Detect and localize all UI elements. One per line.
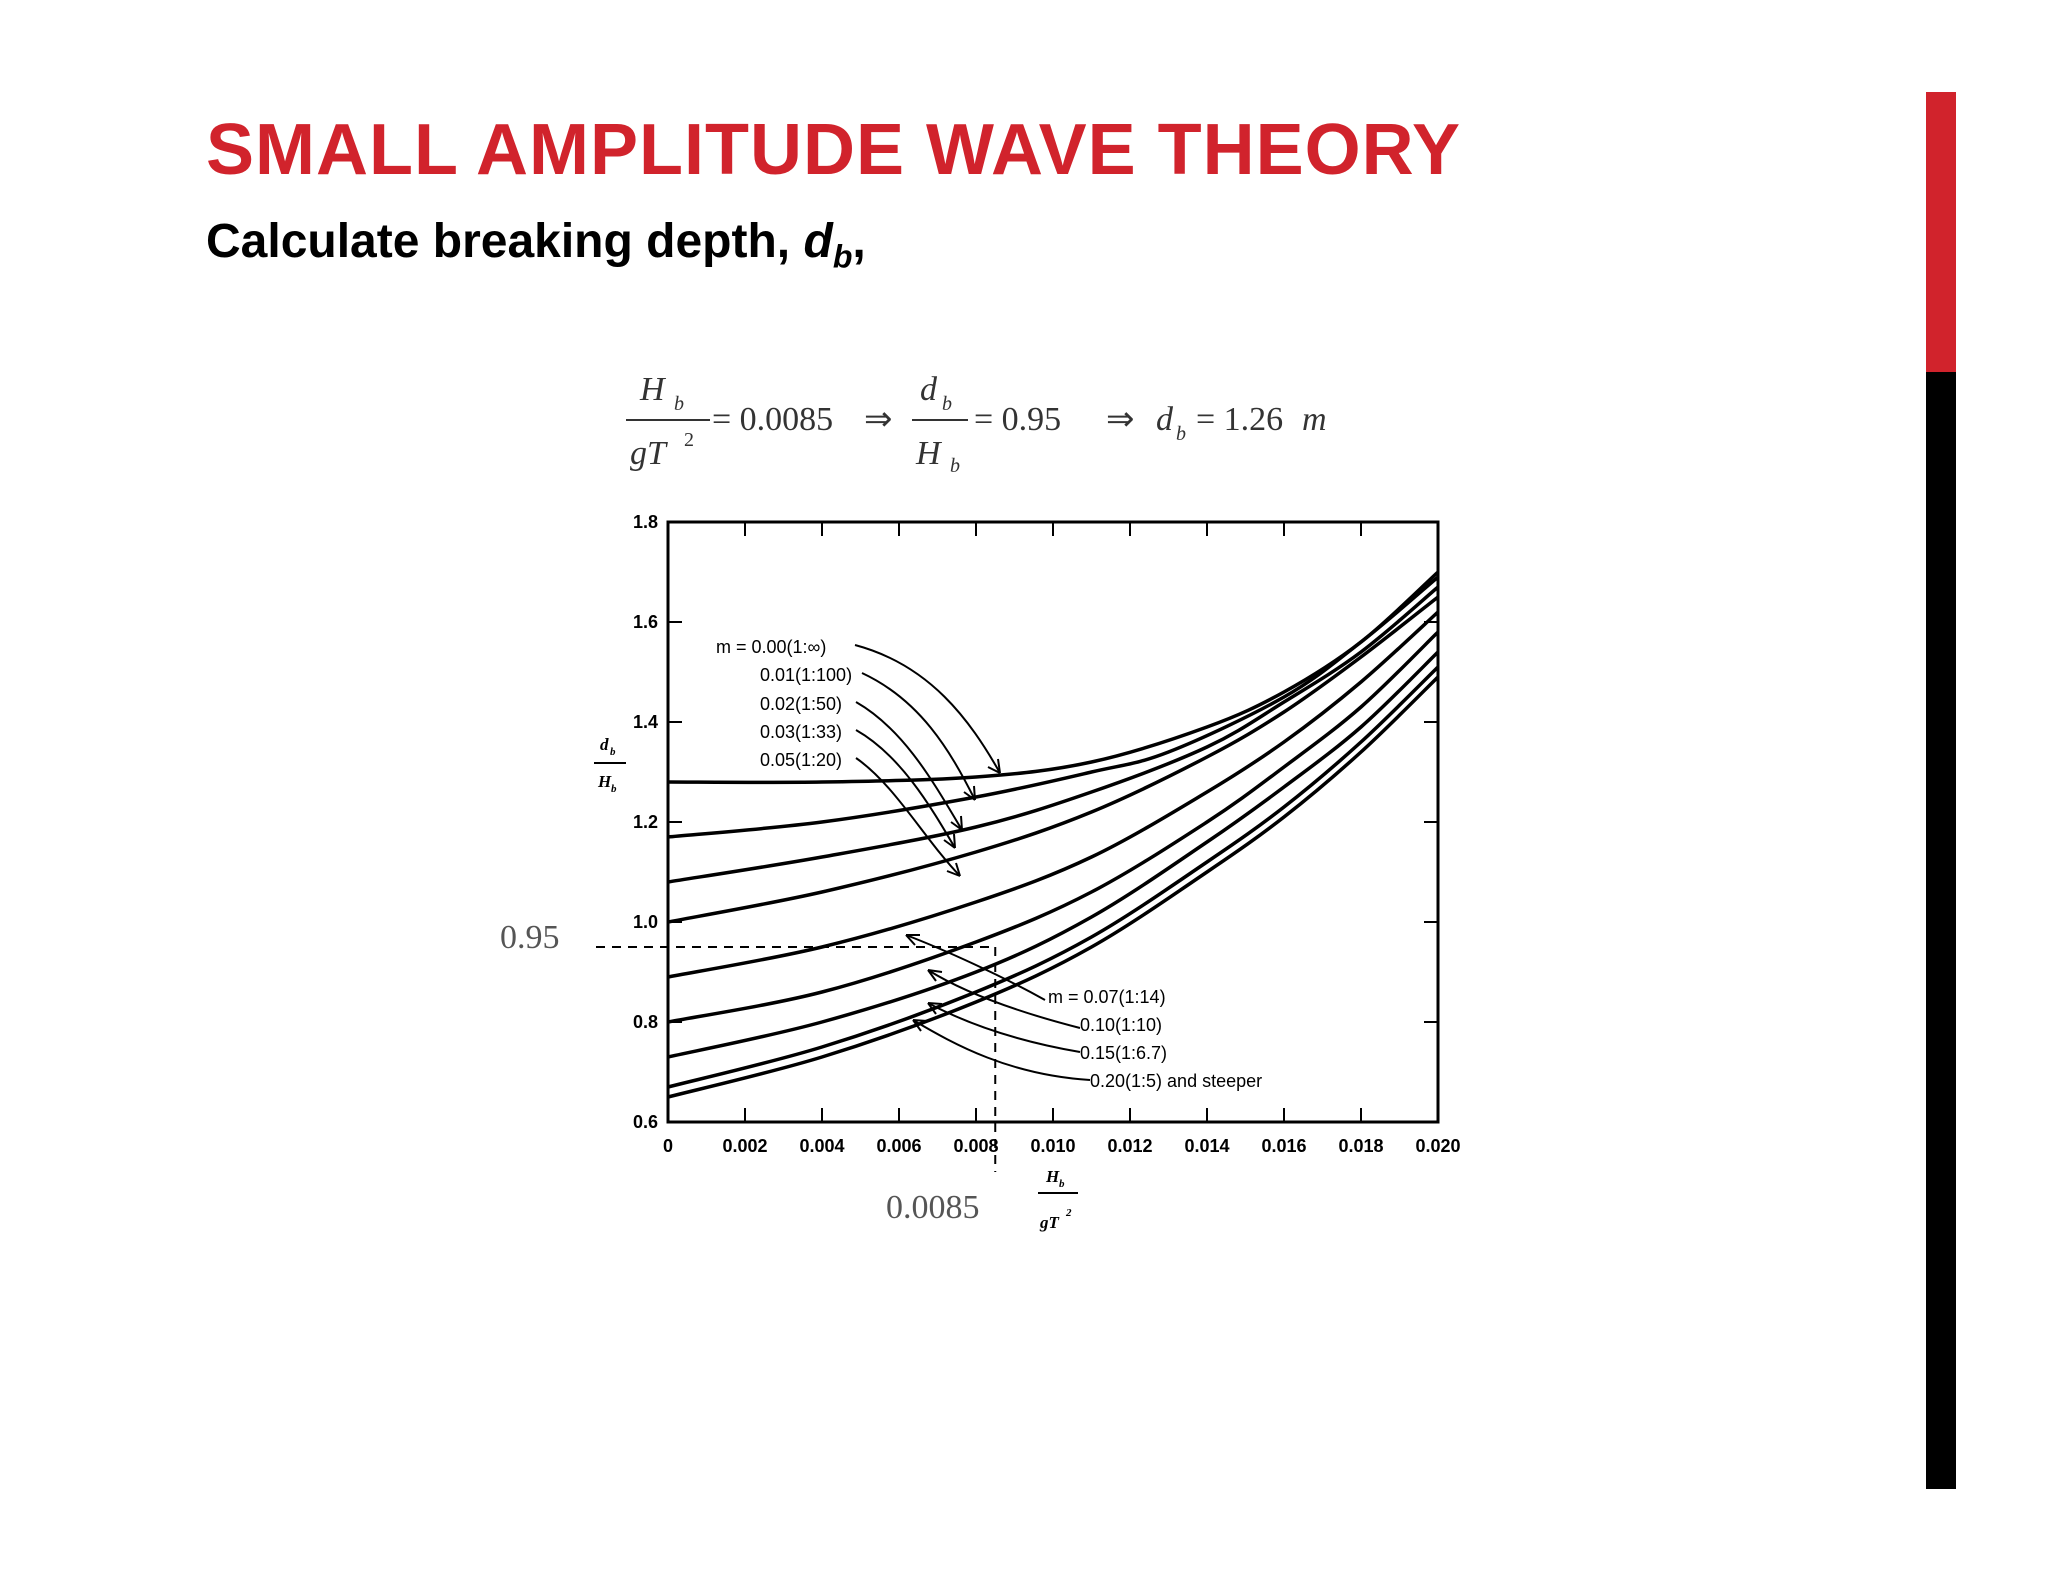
legend-lower-entry: 0.10(1:10) [1080, 1015, 1162, 1035]
eq-frac1-den-sup: 2 [684, 429, 694, 451]
arrowhead-m003 [943, 833, 956, 849]
arrowhead-m007 [905, 934, 920, 946]
ylabel-den-sub: b [611, 783, 617, 795]
curve-6 [667, 630, 1440, 1024]
y-axis-label: d b H b [594, 735, 626, 795]
arrow-m003 [855, 729, 956, 849]
legend-lower-entry: m = 0.07(1:14) [1048, 987, 1166, 1007]
y-axis: 0.6 0.8 1.0 1.2 1.4 1.6 1.8 [633, 512, 1438, 1132]
eq-frac2-num-sub: b [942, 393, 952, 415]
eq-frac1-num: H [639, 371, 667, 408]
eq-eq2: = 0.95 [974, 401, 1061, 438]
eq-frac2-den-sub: b [950, 455, 960, 477]
legend-upper-entry: m = 0.00(1:∞) [716, 637, 826, 657]
legend-lower-entry: 0.15(1:6.7) [1080, 1043, 1167, 1063]
curve-3 [667, 585, 1440, 884]
arrow-m015 [927, 1002, 1081, 1053]
slide-subtitle: Calculate breaking depth, db, [206, 212, 866, 287]
arrow-m010 [927, 969, 1081, 1029]
y-tick-label: 1.4 [633, 712, 658, 732]
accent-bar-red [1926, 92, 1956, 372]
eq-arrow2: ⇒ [1106, 401, 1135, 438]
x-tick-label: 0.006 [876, 1136, 921, 1156]
arrow-m007 [905, 934, 1046, 1001]
eq-frac2-num: d [920, 371, 938, 408]
subtitle-var: d [803, 215, 833, 268]
y-tick-label: 1.0 [633, 912, 658, 932]
xlabel-den-sup: 2 [1065, 1207, 1072, 1219]
subtitle-sub: b [832, 238, 853, 275]
arrow-m020 [912, 1019, 1091, 1081]
ylabel-num: d [600, 735, 609, 754]
legend-upper: m = 0.00(1:∞) 0.01(1:100) 0.02(1:50) 0.03(1… [716, 637, 852, 770]
xlabel-den: gT [1039, 1213, 1060, 1232]
arrowhead-m002 [950, 815, 963, 831]
xlabel-num-sub: b [1059, 1178, 1065, 1190]
x-tick-label: 0.008 [953, 1136, 998, 1156]
arrow-m005 [855, 757, 961, 877]
eq-arrow1: ⇒ [864, 401, 893, 438]
arrow-m001 [861, 672, 976, 801]
ylabel-den: H [597, 772, 612, 791]
legend-upper-entry: 0.05(1:20) [760, 750, 842, 770]
annotation-x-marker: 0.0085 [886, 1189, 980, 1226]
legend-upper-entry: 0.01(1:100) [760, 665, 852, 685]
eq-frac1-num-sub: b [674, 393, 684, 415]
x-tick-label: 0.002 [722, 1136, 767, 1156]
curve-4 [667, 595, 1440, 924]
y-tick-label: 0.6 [633, 1112, 658, 1132]
arrowhead-m020 [912, 1019, 928, 1032]
curve-9 [667, 675, 1440, 1099]
eq-result-var: d [1156, 401, 1174, 438]
xlabel-num: H [1045, 1167, 1060, 1186]
arrow-m002 [855, 701, 963, 831]
lower-legend-arrows [905, 934, 1091, 1081]
ylabel-num-sub: b [610, 746, 616, 758]
x-axis-label: H b gT 2 [1038, 1167, 1078, 1232]
x-tick-label: 0.010 [1030, 1136, 1075, 1156]
legend-lower: m = 0.07(1:14) 0.10(1:10) 0.15(1:6.7) 0.20(… [1048, 987, 1262, 1091]
arrowhead-m015 [927, 1002, 943, 1015]
arrowhead-m001 [963, 785, 976, 801]
arrowhead-m010 [927, 969, 943, 982]
x-tick-label: 0.020 [1415, 1136, 1460, 1156]
equation: H b gT 2 = 0.0085 ⇒ d b H b = 0.95 ⇒ d b… [626, 371, 1327, 477]
slide-title: SMALL AMPLITUDE WAVE THEORY [206, 110, 1462, 190]
arrowhead-m005 [946, 862, 961, 877]
x-tick-label: 0.014 [1184, 1136, 1229, 1156]
subtitle-text: Calculate breaking depth, [206, 215, 791, 268]
accent-bar-black [1926, 372, 1956, 1489]
legend-upper-entry: 0.02(1:50) [760, 694, 842, 714]
eq-result-sub: b [1176, 423, 1186, 445]
x-tick-label: 0.012 [1107, 1136, 1152, 1156]
eq-result-eq: = 1.26 [1196, 401, 1283, 438]
chart: 0 0.002 0.004 0.006 0.008 0.010 0.012 0.014 0.01… [500, 512, 1461, 1232]
subtitle-end: , [852, 215, 866, 268]
arrowhead-m000 [987, 758, 1001, 774]
y-tick-label: 1.2 [633, 812, 658, 832]
curve-8 [667, 665, 1440, 1089]
y-tick-label: 1.6 [633, 612, 658, 632]
annotation-y-marker: 0.95 [500, 919, 560, 956]
eq-eq1: = 0.0085 [712, 401, 833, 438]
upper-legend-arrows [854, 644, 1001, 877]
curve-2 [667, 575, 1440, 839]
arrow-m000 [854, 644, 1001, 774]
eq-frac2-den: H [915, 435, 943, 472]
legend-upper-entry: 0.03(1:33) [760, 722, 842, 742]
eq-frac1-den: gT [630, 435, 668, 472]
curve-7 [667, 650, 1440, 1059]
x-tick-label: 0.016 [1261, 1136, 1306, 1156]
x-tick-label: 0.018 [1338, 1136, 1383, 1156]
y-tick-label: 1.8 [633, 512, 658, 532]
y-tick-label: 0.8 [633, 1012, 658, 1032]
x-axis: 0 0.002 0.004 0.006 0.008 0.010 0.012 0.014 0.01… [663, 522, 1461, 1156]
eq-result-unit: m [1302, 401, 1327, 438]
x-tick-label: 0.004 [799, 1136, 844, 1156]
legend-lower-entry: 0.20(1:5) and steeper [1090, 1071, 1262, 1091]
x-tick-label: 0 [663, 1136, 673, 1156]
